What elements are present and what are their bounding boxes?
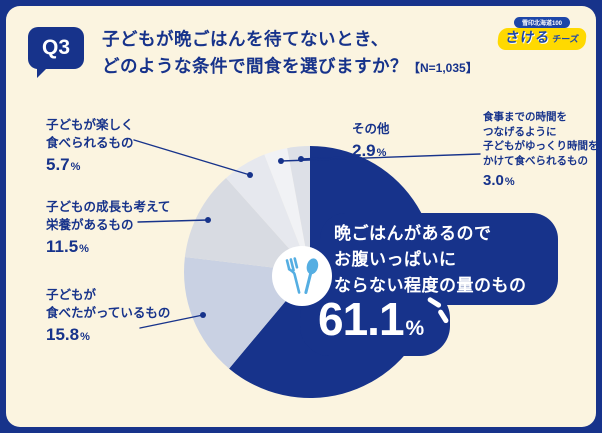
label-nutrition-line2: 栄養があるもの: [46, 218, 134, 233]
label-nutrition-percent-unit: %: [79, 243, 89, 256]
label-time-line1: 食事までの時間を: [483, 111, 567, 123]
brand-ribbon-label: 雪印北海道100: [513, 17, 570, 28]
main-percent-value: 61.1: [318, 293, 405, 345]
spoon-icon: [304, 258, 319, 294]
fork-spoon-icon: [285, 257, 319, 294]
main-answer-text: 晩ごはんがあるので お腹いっぱいに ならない程度の量のもの: [334, 221, 527, 299]
brand-name-main: さける: [504, 29, 552, 45]
label-other-line1: その他: [352, 122, 390, 136]
label-nutrition-percent: 11.5: [46, 237, 79, 257]
question-title: 子どもが晩ごはんを待てないとき、 どのような条件で間食を選びますか？【N=1,0…: [102, 26, 478, 80]
main-answer-line1: 晩ごはんがあるので: [334, 224, 492, 243]
pie-slice-5: [287, 146, 310, 272]
pie-slice-2: [184, 178, 310, 272]
brand-name: さけるチーズ: [496, 28, 588, 50]
label-want: 子どもが 食べたがっているもの 15.8%: [46, 286, 170, 345]
main-percent: 61.1 %: [318, 296, 424, 342]
question-badge-label: Q3: [41, 36, 70, 59]
label-nutrition: 子どもの成長も考えて 栄養があるもの 11.5%: [46, 198, 170, 257]
brand-name-sub: チーズ: [551, 34, 580, 44]
label-nutrition-line1: 子どもの成長も考えて: [46, 200, 171, 214]
fork-icon: [285, 257, 301, 294]
question-badge: Q3: [28, 27, 84, 78]
label-fun-percent: 5.7: [46, 155, 70, 175]
label-want-line1: 子どもが: [46, 288, 97, 302]
label-fun-line1: 子どもが楽しく: [46, 118, 134, 132]
utensils-icon-circle: [272, 246, 332, 306]
pie-slice-3: [226, 154, 310, 272]
label-time-line4: かけて食べられるもの: [483, 155, 588, 168]
label-time: 食事までの時間を つなげるように 子どもがゆっくり時間を かけて食べられるもの …: [483, 110, 599, 189]
label-other: その他 2.9%: [352, 120, 390, 161]
label-other-percent-unit: %: [376, 147, 387, 160]
label-want-line2: 食べたがっているもの: [46, 306, 171, 321]
question-title-line1: 子どもが晩ごはんを待てないとき、: [102, 29, 389, 49]
label-want-percent-unit: %: [80, 331, 90, 344]
pie-slice-4: [264, 148, 310, 272]
label-fun-line2: 食べられるもの: [46, 136, 134, 151]
sample-size-note: 【N=1,035】: [408, 61, 478, 76]
label-want-percent: 15.8: [46, 325, 80, 345]
label-time-percent-unit: %: [504, 175, 515, 188]
main-answer-line3: ならない程度の量のもの: [334, 276, 527, 295]
label-time-line3: 子どもがゆっくり時間を: [483, 140, 599, 153]
main-answer-line2: お腹いっぱいに: [334, 250, 457, 269]
main-percent-bubble: [300, 288, 450, 356]
label-fun-percent-unit: %: [70, 161, 81, 174]
brand-logo: 雪印北海道100 さけるチーズ: [496, 12, 588, 50]
label-other-percent: 2.9: [352, 141, 376, 161]
label-fun: 子どもが楽しく 食べられるもの 5.7%: [46, 116, 134, 175]
label-time-line2: つなげるように: [483, 125, 557, 138]
label-time-percent: 3.0: [483, 171, 504, 189]
main-percent-unit: %: [405, 317, 425, 340]
question-title-line2: どのような条件で間食を選びますか？: [102, 56, 408, 77]
